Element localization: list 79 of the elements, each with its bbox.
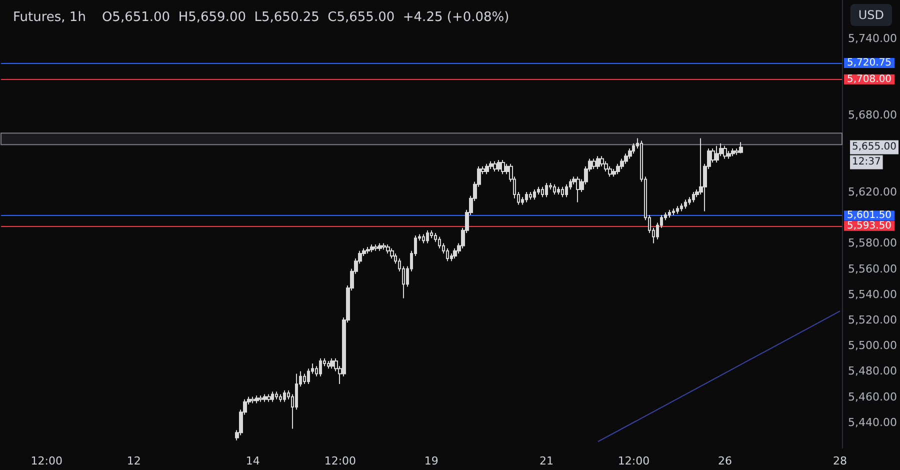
candlestick	[422, 234, 425, 244]
candlestick	[723, 145, 727, 160]
candlestick	[553, 184, 556, 196]
ref-line-label: 5,601.50	[847, 210, 892, 222]
x-tick-label: 19	[424, 454, 438, 468]
candlestick	[557, 186, 560, 196]
candlestick	[330, 358, 334, 370]
candlestick	[684, 199, 687, 210]
x-tick-label: 21	[539, 454, 554, 468]
candlestick	[493, 160, 497, 172]
y-tick-label: 5,540.00	[848, 288, 897, 301]
candlestick	[739, 142, 743, 154]
candlestick	[430, 230, 433, 239]
candlestick	[672, 208, 675, 216]
candlestick	[537, 186, 540, 196]
candlestick	[267, 394, 271, 402]
text: Futures, 1h	[13, 10, 86, 25]
candlestick	[576, 176, 580, 203]
candlestick	[251, 396, 255, 404]
candlestick	[255, 395, 259, 404]
candlestick	[263, 394, 267, 402]
candlestick	[612, 168, 616, 178]
x-tick-label: 14	[246, 454, 260, 468]
candlestick	[378, 242, 382, 252]
candlestick	[327, 360, 330, 370]
text: 5,655.00	[852, 142, 897, 153]
ref-line-label: 5,593.50	[847, 220, 892, 232]
candlestick	[596, 156, 600, 170]
candlestick	[485, 163, 489, 175]
y-tick-label: 5,500.00	[848, 339, 897, 352]
candlestick	[680, 203, 683, 212]
candlestick	[259, 395, 263, 402]
y-tick-label: 5,680.00	[848, 108, 897, 122]
candlestick	[715, 145, 719, 164]
text: 12:37	[852, 156, 881, 168]
candlestick	[561, 186, 564, 198]
candlestick	[676, 206, 679, 214]
candlestick	[525, 192, 528, 203]
candlestick	[390, 248, 394, 260]
x-tick-label: 12:00	[324, 454, 356, 468]
candlestick	[319, 358, 322, 377]
candlestick	[279, 394, 282, 402]
candlestick	[545, 182, 548, 198]
candlestick	[275, 391, 278, 400]
candlestick	[283, 390, 286, 402]
candlestick	[692, 192, 695, 203]
x-tick-label: 12	[126, 454, 141, 468]
candlestick	[731, 148, 735, 157]
candlestick	[668, 209, 671, 218]
y-tick-label: 5,480.00	[848, 364, 897, 378]
y-axis-title: USD	[858, 8, 884, 22]
candlestick	[497, 160, 501, 172]
text: O5,651.00 H5,659.00 L5,650.25 C5,655.00 +4.25 (+0.08%)	[102, 10, 510, 25]
candlestick	[370, 244, 374, 253]
candlestick	[541, 186, 544, 198]
candlestick	[608, 166, 612, 178]
x-tick-label: 12:00	[618, 454, 650, 468]
candlestick	[382, 242, 386, 250]
y-tick-label: 5,740.00	[848, 32, 897, 45]
y-tick-label: 5,440.00	[848, 416, 897, 429]
candlestick	[529, 192, 532, 200]
y-tick-label: 5,580.00	[848, 236, 897, 250]
y-tick-label: 5,620.00	[848, 186, 897, 198]
candlestick	[366, 246, 370, 254]
candlestick	[501, 160, 505, 175]
candlestick	[374, 244, 378, 252]
x-tick-label: 26	[718, 454, 732, 468]
candlestick	[592, 158, 596, 170]
y-tick-label: 5,560.00	[848, 262, 897, 276]
candlestick	[450, 252, 453, 262]
candlestick	[533, 188, 536, 200]
x-tick-label: 12:00	[30, 454, 62, 468]
y-tick-label: 5,520.00	[848, 314, 897, 326]
x-tick-label: 28	[833, 454, 848, 468]
candlestick	[271, 391, 274, 402]
candlestick	[426, 230, 429, 244]
ref-line-label: 5,708.00	[847, 74, 892, 85]
y-tick-label: 5,460.00	[848, 390, 897, 404]
ref-line-label: 5,720.75	[847, 58, 892, 69]
